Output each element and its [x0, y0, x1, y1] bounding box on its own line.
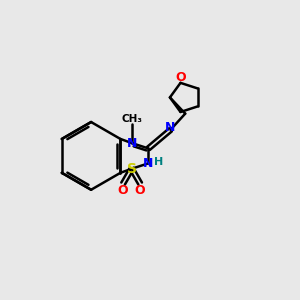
Text: N: N — [143, 157, 154, 170]
Text: O: O — [135, 184, 146, 196]
Text: N: N — [165, 121, 176, 134]
Text: O: O — [118, 184, 128, 196]
Text: O: O — [176, 71, 186, 84]
Text: N: N — [126, 136, 137, 149]
Text: H: H — [154, 157, 164, 167]
Text: CH₃: CH₃ — [121, 114, 142, 124]
Text: S: S — [127, 162, 136, 176]
